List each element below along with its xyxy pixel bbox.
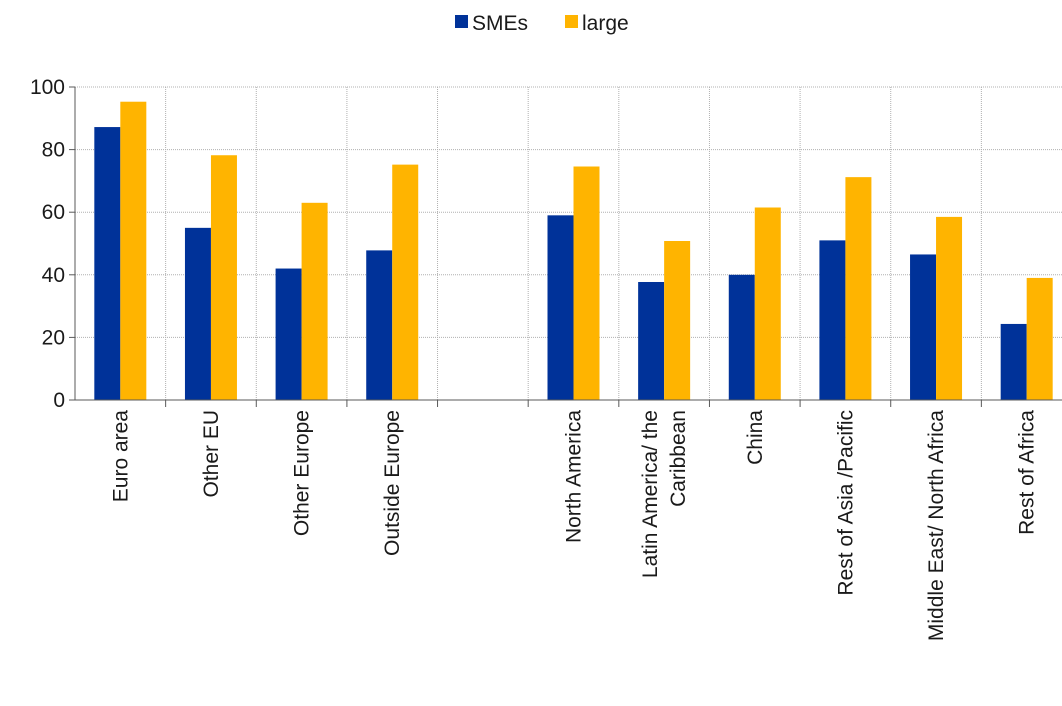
bar-large-other-europe <box>301 202 328 400</box>
bar-large-rest-of-asia-pacific <box>845 177 872 400</box>
bar-smes-euro-area <box>94 127 121 401</box>
bar-smes-other-eu <box>184 227 211 400</box>
x-category-labels: Euro area Other EU Other Europe Outside Eur… <box>109 410 1038 641</box>
x-label-outside-europe: Outside Europe <box>381 410 404 556</box>
y-tick-label-100: 100 <box>30 76 65 99</box>
bar-smes-middle-east-north-africa <box>910 254 937 400</box>
legend: SMEs large <box>455 12 629 35</box>
bar-large-rest-of-africa <box>1026 277 1053 400</box>
bar-smes-china <box>728 274 755 400</box>
y-tick-label-60: 60 <box>42 201 65 224</box>
bar-large-latin-america-the-caribbean <box>664 240 691 400</box>
bar-smes-rest-of-asia-pacific <box>819 240 846 400</box>
bar-large-middle-east-north-africa <box>936 216 963 400</box>
bar-smes-outside-europe <box>366 250 393 400</box>
bar-smes-rest-of-africa <box>1000 323 1027 400</box>
axes <box>69 86 1062 407</box>
legend-label-smes: SMEs <box>472 12 528 35</box>
gridlines <box>75 86 1062 400</box>
bar-large-north-america <box>573 166 600 400</box>
bar-large-euro-area <box>120 101 147 400</box>
x-label-north-america: North America <box>563 410 586 543</box>
y-tick-labels: 0 20 40 60 80 100 <box>30 76 65 412</box>
x-label-latin-america-the-caribbean-line1: Latin America/ the <box>639 410 662 578</box>
x-label-middle-east-north-africa: Middle East/ North Africa <box>925 410 948 641</box>
x-label-rest-of-africa: Rest of Africa <box>1016 410 1039 535</box>
legend-label-large: large <box>582 12 629 35</box>
x-label-rest-of-asia-pacific: Rest of Asia /Pacific <box>834 410 857 596</box>
y-tick-label-40: 40 <box>42 264 65 287</box>
x-label-other-europe: Other Europe <box>291 410 314 536</box>
bar-large-outside-europe <box>392 164 419 400</box>
bar-smes-north-america <box>547 215 574 400</box>
y-tick-label-20: 20 <box>42 326 65 349</box>
bar-large-other-eu <box>210 155 237 400</box>
bar-large-china <box>754 207 781 400</box>
legend-swatch-smes <box>455 15 468 28</box>
y-tick-label-80: 80 <box>42 139 65 162</box>
y-tick-label-0: 0 <box>53 389 65 412</box>
bars <box>94 101 1053 401</box>
bar-smes-latin-america-the-caribbean <box>638 281 665 400</box>
x-label-euro-area: Euro area <box>109 410 132 503</box>
bar-smes-other-europe <box>275 268 302 400</box>
x-label-latin-america-the-caribbean-line2: Caribbean <box>667 410 690 507</box>
legend-swatch-large <box>565 15 578 28</box>
x-label-china: China <box>744 410 767 465</box>
x-label-other-eu: Other EU <box>200 410 223 498</box>
